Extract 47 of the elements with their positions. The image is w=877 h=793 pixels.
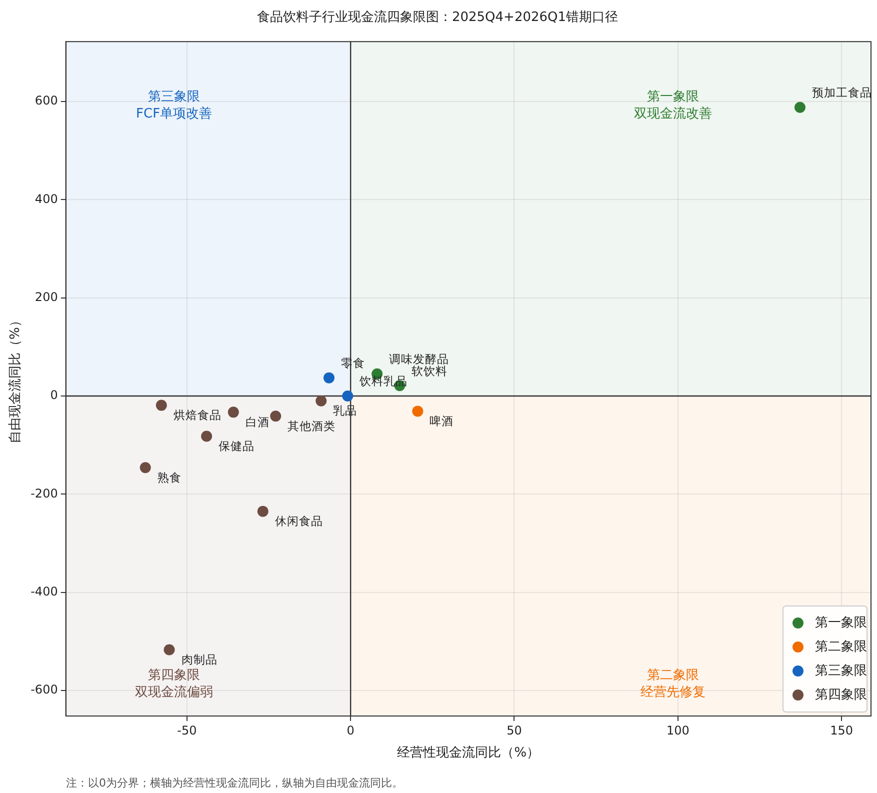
point	[342, 390, 354, 402]
legend-label: 第二象限	[815, 639, 867, 654]
point	[257, 506, 268, 517]
point	[201, 430, 212, 442]
legend-label: 第四象限	[815, 687, 867, 702]
annotation: 第四象限双现金流偏弱	[135, 668, 214, 700]
point	[228, 406, 239, 418]
data-label: 烘焙食品	[173, 408, 222, 422]
annotation: 第二象限经营先修复	[640, 668, 706, 700]
annotation: 第一象限双现金流改善	[634, 89, 712, 122]
text: 注：以0为分界；横轴为经营性现金流同比，纵轴为自由现金流同比。	[66, 776, 403, 790]
legend-label: 第三象限	[815, 663, 867, 678]
data-label: 其他酒类	[288, 418, 336, 433]
y-tick-label: 0	[50, 388, 58, 402]
point	[156, 400, 167, 411]
data-label: 熟食	[157, 470, 182, 484]
point	[164, 644, 175, 656]
chart-title: 食品饮料子行业现金流四象限图：2025Q4+2026Q1错期口径	[256, 9, 618, 26]
x-tick-label: 50	[506, 723, 522, 738]
x-axis-title: 经营性现金流同比（%）	[397, 744, 540, 761]
data-label: 保健品	[218, 438, 255, 453]
point	[270, 410, 282, 422]
y-tick-label: -600	[30, 682, 58, 697]
y-tick-label: 600	[34, 94, 58, 108]
y-axis-title: 自由现金流同比（%）	[7, 314, 24, 444]
data-label: 软饮料	[412, 364, 448, 378]
y-tick-label: 200	[34, 290, 58, 304]
data-label: 休闲食品	[274, 514, 323, 528]
point	[794, 102, 806, 113]
point	[412, 406, 424, 417]
point	[316, 395, 327, 406]
data-label: 调味发酵品	[389, 352, 450, 366]
data-label: 白酒	[245, 414, 270, 429]
x-tick-label: 100	[666, 723, 690, 738]
data-label: 啤酒	[430, 414, 454, 428]
x-tick-label: 150	[830, 723, 853, 738]
point	[140, 462, 151, 474]
y-tick-label: -200	[30, 486, 58, 500]
x-tick-label: -50	[177, 723, 197, 738]
annotation: 第三象限FCF单项改善	[136, 89, 212, 122]
data-label: 肉制品	[181, 652, 218, 666]
legend-label: 第一象限	[815, 615, 867, 630]
y-tick-label: 400	[34, 192, 58, 206]
y-tick-label: -400	[30, 584, 58, 598]
x-tick-label: 0	[346, 723, 354, 738]
data-label: 预加工食品	[812, 86, 872, 100]
point	[323, 372, 334, 384]
